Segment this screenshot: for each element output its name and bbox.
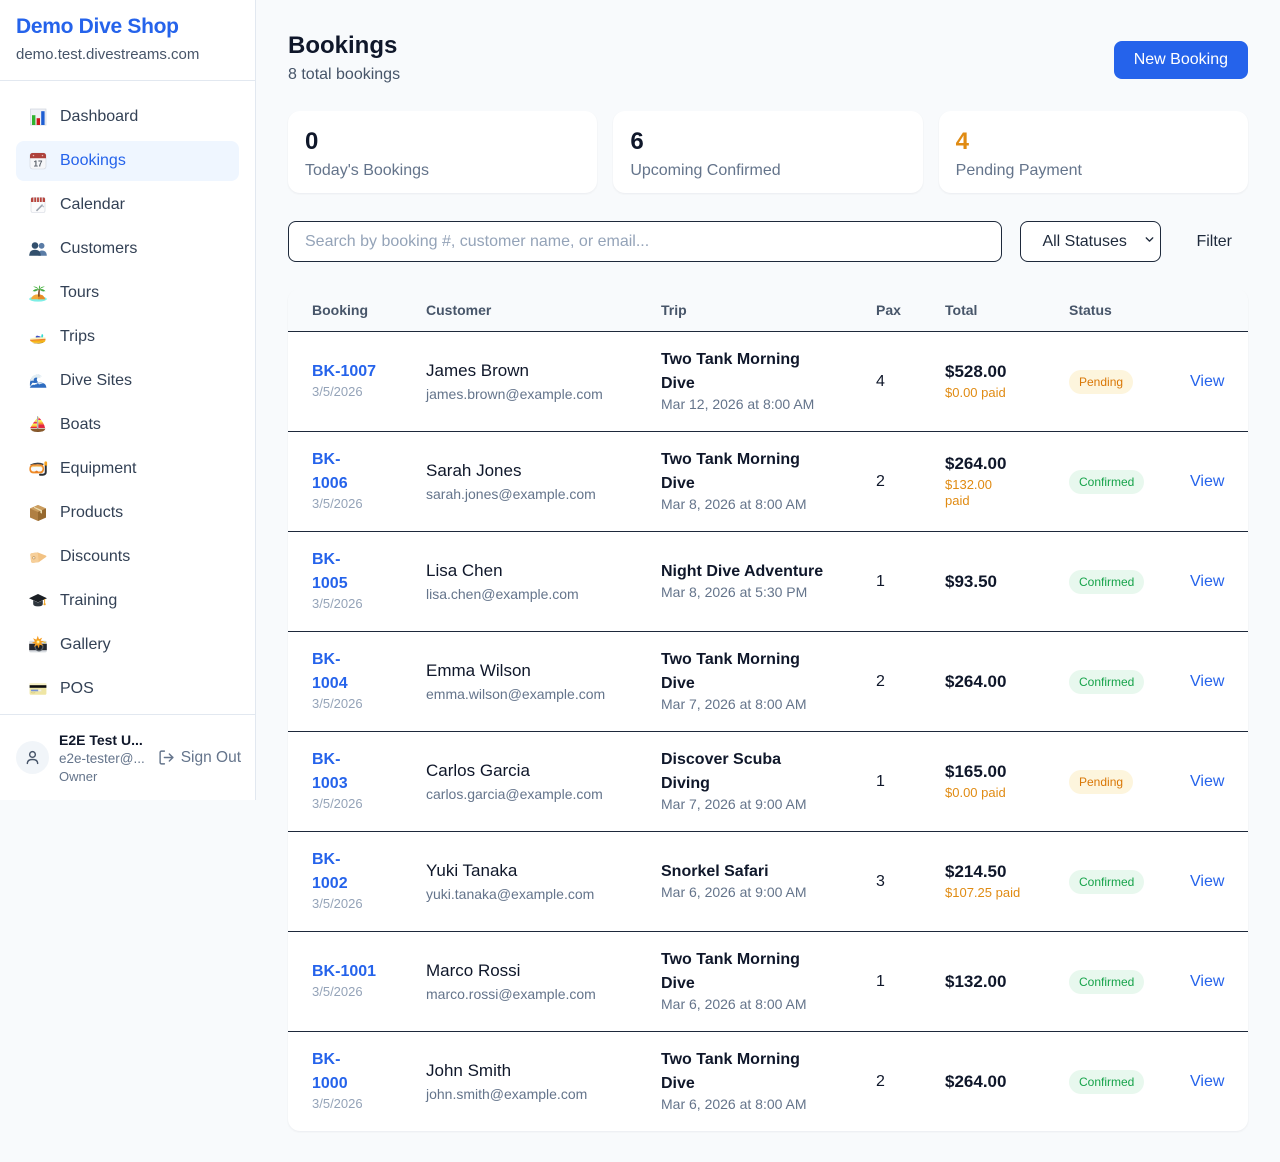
svg-text:17: 17	[34, 160, 43, 169]
